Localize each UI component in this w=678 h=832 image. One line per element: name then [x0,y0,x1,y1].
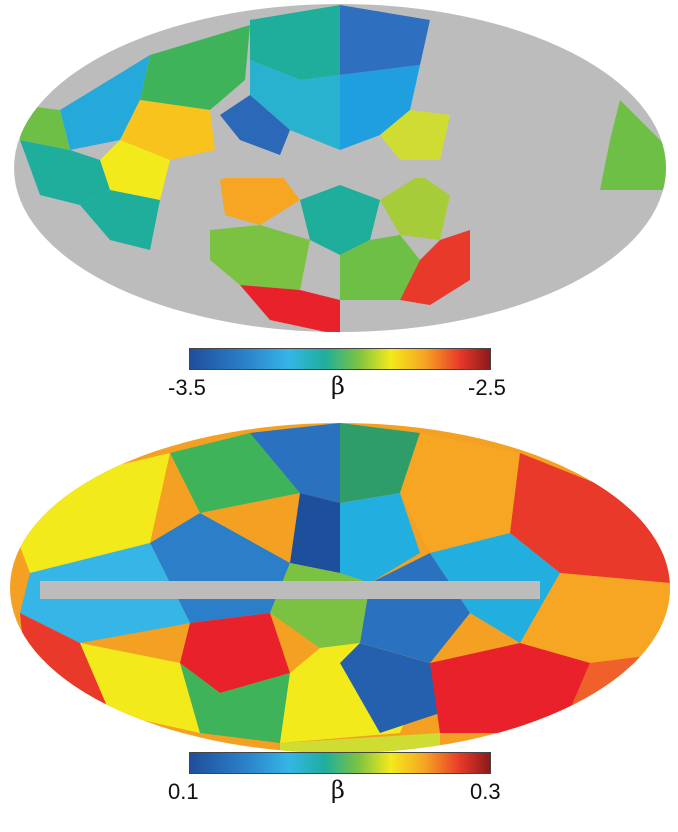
region-red-2 [240,285,340,332]
region-green-right [600,100,666,190]
region-gold [120,100,215,160]
top-colorbar [189,348,491,370]
top-colorbar-min-label: -3.5 [168,375,206,400]
bottom-colorbar-max-label: 0.3 [470,779,501,804]
top-sky-map [14,4,666,332]
region-yellow [100,140,170,200]
top-colorbar-max-label: -2.5 [468,375,506,400]
region-dark-blue [290,493,340,573]
region-cyan [250,60,340,150]
galactic-plane-mask [180,160,480,178]
region-lime [380,110,450,160]
region-light-blue [340,493,420,583]
region-lime [280,733,440,753]
region-teal-green [340,423,420,503]
region-orange-2 [520,573,670,663]
galactic-plane-mask [40,581,540,599]
bottom-colorbar-symbol: β [331,776,345,804]
region-green-3 [210,225,310,290]
bottom-map-panel: 0.1 β 0.3 [0,423,678,832]
region-teal-3 [80,190,160,250]
bottom-colorbar [189,752,491,774]
region-red-4 [430,643,590,733]
region-blue-3 [360,553,470,663]
region-green-2 [20,105,70,150]
region-blue-4 [340,643,440,733]
bottom-sky-map [10,423,670,753]
region-green-4 [340,235,420,300]
region-red-2 [180,613,290,693]
region-blue [250,423,340,503]
region-green-3 [180,663,290,743]
region-green [140,25,250,110]
region-blue [340,5,430,75]
region-light-blue [340,65,420,150]
region-red [400,230,470,305]
region-teal-4 [300,185,380,255]
top-map-panel: -3.5 β -2.5 [0,0,678,400]
region-sky [60,55,150,150]
region-yellow-green [380,175,450,240]
region-blue-2 [220,95,290,155]
region-orange [400,433,520,553]
bottom-colorbar-min-label: 0.1 [168,779,199,804]
region-teal [250,5,340,80]
region-teal-2 [20,140,110,205]
top-colorbar-symbol: β [331,372,345,400]
region-red [510,453,670,583]
